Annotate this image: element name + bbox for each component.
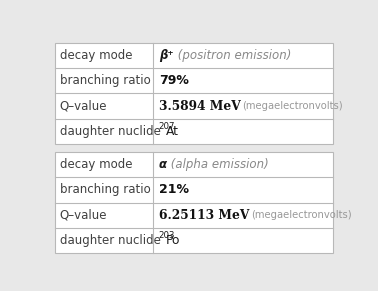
Text: At: At [166,125,179,138]
Text: α: α [159,158,167,171]
Text: Q–value: Q–value [60,209,107,222]
Text: daughter nuclide: daughter nuclide [60,234,161,247]
Text: (alpha emission): (alpha emission) [167,158,269,171]
Text: daughter nuclide: daughter nuclide [60,125,161,138]
Text: (megaelectronvolts): (megaelectronvolts) [251,210,352,220]
Text: 3.5894 MeV: 3.5894 MeV [159,100,240,113]
Text: branching ratio: branching ratio [60,74,150,87]
Text: branching ratio: branching ratio [60,183,150,196]
Bar [54,152,333,253]
Text: 6.25113 MeV: 6.25113 MeV [159,209,249,222]
Text: 203: 203 [159,231,175,240]
Text: β⁺: β⁺ [159,49,173,62]
Text: decay mode: decay mode [60,49,132,62]
Text: (megaelectronvolts): (megaelectronvolts) [242,101,343,111]
Text: decay mode: decay mode [60,158,132,171]
Text: (positron emission): (positron emission) [174,49,291,62]
Text: Q–value: Q–value [60,100,107,113]
Text: 207: 207 [159,122,175,131]
Bar [54,43,333,144]
Text: 21%: 21% [159,183,189,196]
Text: 79%: 79% [159,74,189,87]
Text: Po: Po [166,234,180,247]
